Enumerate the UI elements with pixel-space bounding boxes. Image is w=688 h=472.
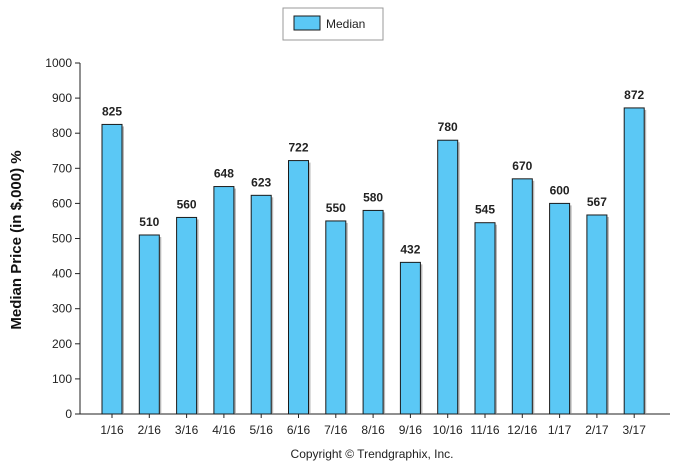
- bar: [437, 139, 459, 415]
- data-label: 545: [475, 203, 495, 217]
- bar: [474, 222, 496, 415]
- x-tick-label: 3/16: [175, 423, 199, 437]
- x-tick-label: 1/17: [548, 423, 572, 437]
- y-tick-label: 0: [65, 407, 72, 421]
- y-tick-label: 700: [52, 161, 72, 175]
- data-label: 648: [214, 167, 234, 181]
- y-tick-label: 400: [52, 267, 72, 281]
- data-label: 567: [587, 195, 607, 209]
- data-label: 670: [512, 159, 532, 173]
- y-tick-label: 100: [52, 372, 72, 386]
- data-label: 872: [624, 88, 644, 102]
- copyright-text: Copyright © Trendgraphix, Inc.: [291, 447, 454, 461]
- data-label: 722: [288, 141, 308, 155]
- y-tick-label: 200: [52, 337, 72, 351]
- x-tick-label: 9/16: [399, 423, 423, 437]
- data-label: 510: [139, 215, 159, 229]
- bar: [549, 202, 571, 415]
- y-tick-label: 1000: [45, 56, 72, 70]
- data-label: 432: [400, 242, 420, 256]
- x-tick-label: 12/16: [507, 423, 537, 437]
- bar: [176, 216, 198, 415]
- data-label: 600: [550, 183, 570, 197]
- x-tick-label: 2/16: [138, 423, 162, 437]
- bar: [325, 220, 347, 415]
- x-tick-label: 11/16: [470, 423, 499, 437]
- legend-label: Median: [326, 17, 365, 31]
- data-label: 560: [177, 197, 197, 211]
- x-tick-label: 6/16: [287, 423, 311, 437]
- x-tick-label: 10/16: [433, 423, 463, 437]
- data-label: 623: [251, 175, 271, 189]
- x-tick-label: 4/16: [212, 423, 236, 437]
- data-label: 825: [102, 104, 122, 118]
- bar: [288, 160, 309, 415]
- bar: [586, 214, 608, 415]
- x-tick-label: 3/17: [623, 423, 647, 437]
- plot-area: 0 100 200 300 400 500 600 700 800 900 1000 825 1/16 5…: [45, 56, 670, 437]
- bar: [362, 209, 384, 415]
- data-label: 780: [438, 120, 458, 134]
- legend-swatch: [293, 15, 321, 31]
- x-tick-label: 8/16: [361, 423, 385, 437]
- y-tick-label: 800: [52, 126, 72, 140]
- data-label: 550: [326, 201, 346, 215]
- x-tick-label: 2/17: [585, 423, 609, 437]
- bar: [213, 186, 235, 415]
- y-tick-label: 600: [52, 196, 72, 210]
- bar: [250, 194, 272, 415]
- data-label: 580: [363, 190, 383, 204]
- legend: Median: [282, 7, 384, 41]
- x-tick-label: 1/16: [100, 423, 124, 437]
- y-axis-title: Median Price (in $,000) %: [8, 150, 25, 329]
- y-tick-label: 300: [52, 302, 72, 316]
- bar: [511, 178, 533, 415]
- x-tick-label: 7/16: [324, 423, 348, 437]
- y-tick-label: 900: [52, 91, 72, 105]
- bar: [101, 123, 123, 415]
- x-tick-label: 5/16: [250, 423, 274, 437]
- y-tick-label: 500: [52, 232, 72, 246]
- bar: [399, 261, 421, 415]
- bar: [138, 234, 160, 415]
- bar: [623, 107, 645, 415]
